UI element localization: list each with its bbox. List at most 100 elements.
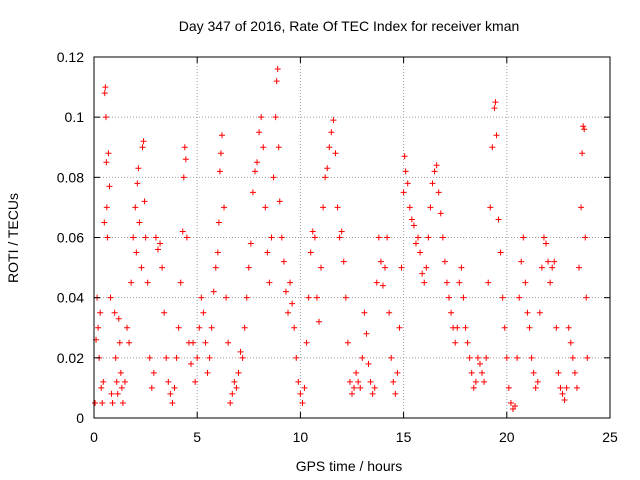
data-point [98,384,105,391]
data-point [353,369,360,376]
data-point [474,354,481,361]
data-point [287,279,294,286]
data-point [134,180,141,187]
data-point [119,399,126,406]
data-point [538,264,545,271]
data-point [161,309,168,316]
data-point [254,159,261,166]
data-point [377,258,384,265]
data-point [223,294,230,301]
data-point [476,360,483,367]
data-point [124,324,131,331]
data-point [270,174,277,181]
data-point [214,249,221,256]
data-point [282,288,289,295]
data-point [379,282,386,289]
data-point [268,234,275,241]
data-point [297,390,304,397]
data-point [181,144,188,151]
data-point [361,309,368,316]
data-point [400,189,407,196]
data-point [332,150,339,157]
data-point [103,204,110,211]
data-point [481,378,488,385]
data-point [326,144,333,151]
data-point [543,240,550,247]
data-point [514,354,521,361]
data-point [102,114,109,121]
data-point [390,378,397,385]
y-tick-label: 0.12 [57,49,84,65]
data-point [485,279,492,286]
data-point [128,279,135,286]
data-point [115,315,122,322]
data-point [154,246,161,253]
data-point [101,219,108,226]
data-point [146,354,153,361]
y-tick-label: 0.02 [57,350,84,366]
data-point [571,369,578,376]
data-point [503,354,510,361]
data-point [132,204,139,211]
data-point [97,309,104,316]
data-point [169,399,176,406]
data-point [309,228,316,235]
data-point [109,399,116,406]
data-point [573,384,580,391]
data-point [338,228,345,235]
y-axis-label: ROTI / TECUs [5,193,21,283]
data-point [454,324,461,331]
data-point [307,249,314,256]
data-point [188,360,195,367]
data-point [427,204,434,211]
data-point [386,309,393,316]
data-point [425,234,432,241]
data-point [140,138,147,145]
data-point [239,354,246,361]
data-point [221,204,228,211]
data-point [516,294,523,301]
data-point [567,339,574,346]
data-point [460,294,467,301]
data-point [175,324,182,331]
data-point [359,354,366,361]
data-point [305,294,312,301]
data-point [487,204,494,211]
data-point [367,378,374,385]
data-point [578,204,585,211]
data-point [401,153,408,160]
data-point [114,390,121,397]
data-point [278,234,285,241]
data-point [545,258,552,265]
data-point [241,324,248,331]
data-point [561,396,568,403]
data-point [113,378,120,385]
data-point [394,369,401,376]
data-point [437,210,444,217]
data-point [559,390,566,397]
data-point [264,249,271,256]
data-point [505,384,512,391]
data-point [328,129,335,136]
data-point [371,384,378,391]
data-point [435,189,442,196]
data-point [532,384,539,391]
data-point [583,294,590,301]
data-point [536,309,543,316]
data-point [112,354,119,361]
x-tick-labels: 0 5 10 15 20 25 [90,429,618,445]
data-point [369,390,376,397]
data-point [512,402,519,409]
data-point [458,264,465,271]
chart-title: Day 347 of 2016, Rate Of TEC Index for r… [179,18,520,34]
data-point [192,378,199,385]
data-point [99,399,106,406]
data-point [315,318,322,325]
data-point [439,234,446,241]
data-point [142,234,149,241]
data-point [518,258,525,265]
data-points [92,66,591,412]
data-point [104,234,111,241]
data-point [139,144,146,151]
data-point [180,174,187,181]
